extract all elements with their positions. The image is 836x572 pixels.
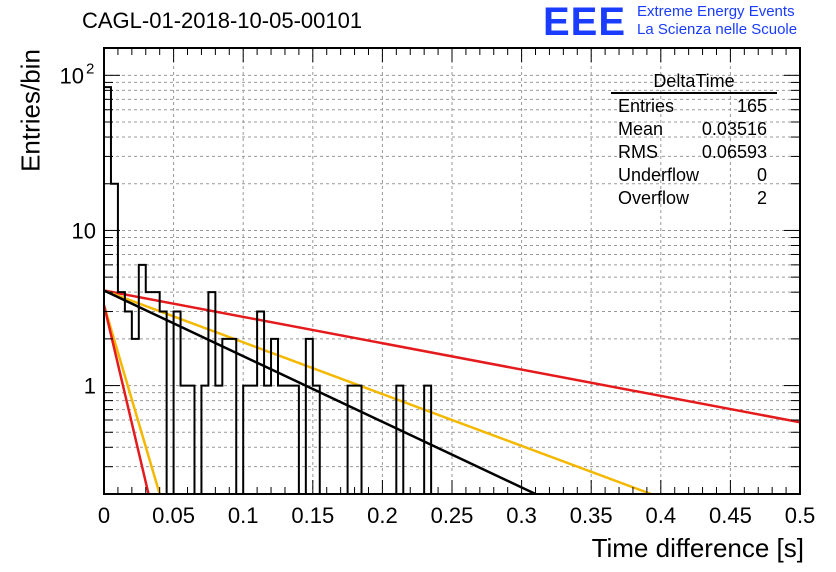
grid-lines — [104, 48, 800, 495]
logo-line-1: Extreme Energy Events — [637, 3, 795, 20]
y-axis-label: Entries/bin — [15, 49, 46, 172]
eee-logo: EEE — [543, 0, 627, 44]
y-tick-label: 10 — [72, 218, 96, 243]
stats-row: Overflow 2 — [609, 187, 779, 210]
stats-label: Underflow — [618, 165, 700, 185]
x-tick-label: 0.35 — [570, 503, 613, 528]
stats-label: Entries — [618, 96, 675, 116]
stats-row: Mean 0.03516 — [609, 118, 779, 141]
x-tick-label: 0 — [98, 503, 110, 528]
stats-value: 0.06593 — [701, 142, 767, 162]
x-tick-label: 0.3 — [506, 503, 537, 528]
stats-box: DeltaTime Entries 165 Mean 0.03516 RMS 0.0659… — [609, 70, 779, 210]
y-tick-label: 10 — [60, 63, 84, 88]
x-axis-label: Time difference [s] — [591, 533, 804, 563]
fit-line — [102, 304, 150, 495]
x-tick-label: 0.15 — [291, 503, 334, 528]
x-tick-label: 0.05 — [152, 503, 195, 528]
stats-value: 0 — [756, 165, 767, 185]
logo-line-2: La Scienza nelle Scuole — [637, 21, 798, 38]
stats-row: RMS 0.06593 — [609, 141, 779, 164]
chart-title: CAGL-01-2018-10-05-00101 — [82, 8, 363, 33]
y-tick-label: 1 — [84, 374, 96, 399]
stats-value: 2 — [756, 188, 767, 208]
y-tick-exponent: 2 — [86, 60, 94, 77]
x-tick-label: 0.4 — [646, 503, 677, 528]
stats-title: DeltaTime — [611, 70, 777, 94]
stats-label: RMS — [618, 142, 658, 162]
x-tick-label: 0.1 — [228, 503, 259, 528]
stats-label: Overflow — [618, 188, 690, 208]
stats-row: Underflow 0 — [609, 164, 779, 187]
x-tick-label: 0.2 — [367, 503, 398, 528]
axis-ticks — [103, 48, 801, 495]
x-tick-label: 0.45 — [709, 503, 752, 528]
fit-line — [103, 289, 801, 424]
fit-line — [103, 289, 652, 496]
logo-caption: Extreme Energy Events La Scienza nelle S… — [637, 3, 797, 39]
x-tick-labels: 0 0.05 0.1 0.15 0.2 0.25 0.3 0.35 0.4 0.45 0.5 — [98, 503, 815, 528]
stats-value: 165 — [736, 96, 767, 116]
x-tick-label: 0.25 — [431, 503, 474, 528]
stats-row: Entries 165 — [609, 95, 779, 118]
stats-value: 0.03516 — [701, 119, 767, 139]
stats-label: Mean — [618, 119, 664, 139]
fit-line — [102, 304, 161, 495]
x-tick-label: 0.5 — [785, 503, 816, 528]
